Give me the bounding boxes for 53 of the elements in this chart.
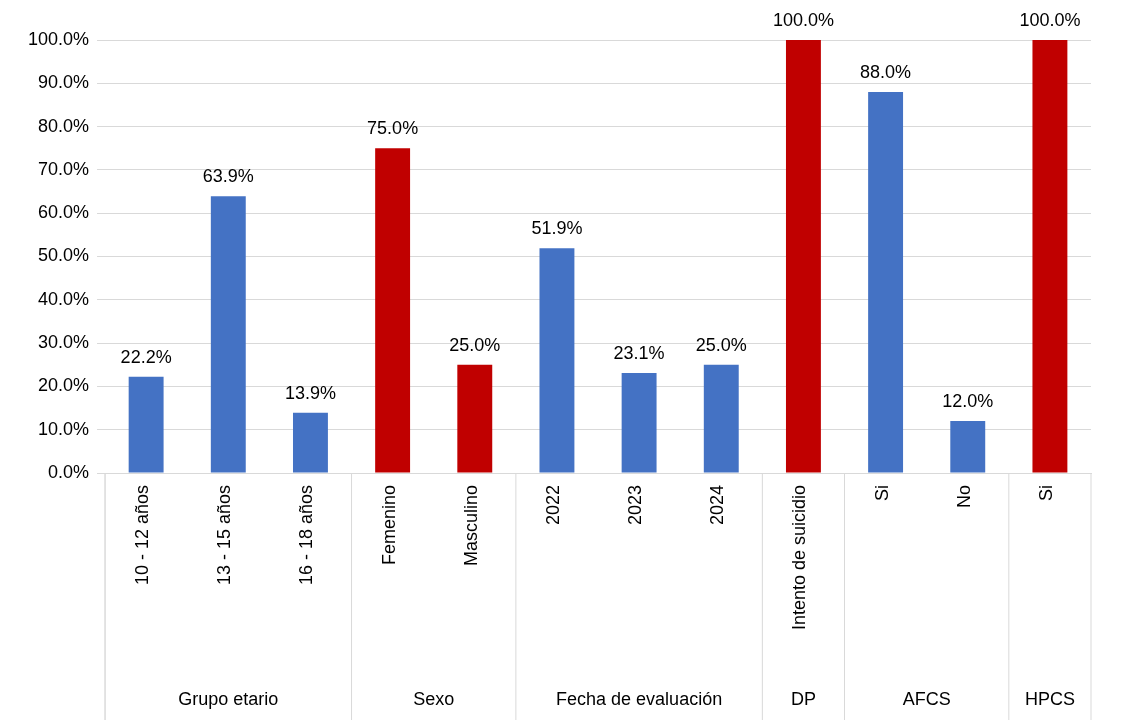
x-tick-label: 2022 — [542, 485, 563, 526]
x-tick-label: 2024 — [707, 485, 728, 526]
x-tick-label: Si — [871, 485, 892, 502]
x-tick-label: Si — [1035, 485, 1056, 502]
bar — [293, 412, 328, 473]
data-label: 25.0% — [695, 334, 747, 355]
y-tick-label: 20.0% — [38, 375, 90, 396]
y-tick-label: 70.0% — [38, 158, 90, 179]
bar — [539, 248, 575, 473]
x-tick-label: 13 - 15 años — [214, 485, 235, 586]
y-tick-label: 10.0% — [38, 418, 90, 439]
text: Sexo — [413, 688, 455, 709]
text: Fecha de evaluación — [556, 688, 723, 709]
data-label: 23.1% — [613, 342, 665, 363]
bar — [210, 196, 246, 473]
bar — [375, 148, 411, 473]
y-tick-label: 50.0% — [38, 245, 90, 266]
data-label: 75.0% — [367, 118, 419, 139]
bar — [128, 376, 164, 473]
x-tick-label: 16 - 18 años — [296, 485, 317, 586]
x-tick-label: Intento de suicidio — [789, 485, 810, 631]
bar — [621, 372, 657, 473]
y-tick-label: 60.0% — [38, 202, 90, 223]
data-label: 100.0% — [772, 9, 834, 30]
text: HPCS — [1024, 688, 1075, 709]
text: DP — [790, 688, 816, 709]
data-label: 12.0% — [942, 391, 994, 412]
y-tick-label: 40.0% — [38, 288, 90, 309]
y-tick-label: 30.0% — [38, 332, 90, 353]
text: Grupo etario — [178, 688, 279, 709]
bar — [868, 91, 904, 473]
x-tick-label: Masculino — [460, 485, 481, 567]
text: AFCS — [902, 688, 951, 709]
y-tick-label: 0.0% — [48, 461, 90, 482]
bar — [950, 421, 986, 473]
x-tick-label: Femenino — [378, 485, 399, 566]
y-tick-label: 100.0% — [27, 28, 90, 49]
bar — [785, 40, 821, 473]
x-tick-label: 10 - 12 años — [132, 485, 153, 586]
bar — [457, 364, 493, 473]
x-tick-label: No — [953, 485, 974, 509]
data-label: 13.9% — [284, 382, 336, 403]
bar — [703, 364, 739, 473]
y-tick-label: 80.0% — [38, 115, 90, 136]
bar — [1032, 40, 1068, 473]
data-label: 51.9% — [531, 218, 583, 239]
data-label: 88.0% — [860, 61, 912, 82]
y-tick-label: 90.0% — [38, 72, 90, 93]
data-label: 63.9% — [202, 166, 254, 187]
data-label: 100.0% — [1019, 9, 1081, 30]
data-label: 25.0% — [449, 334, 501, 355]
data-label: 22.2% — [120, 346, 172, 367]
x-tick-label: 2023 — [625, 485, 646, 526]
